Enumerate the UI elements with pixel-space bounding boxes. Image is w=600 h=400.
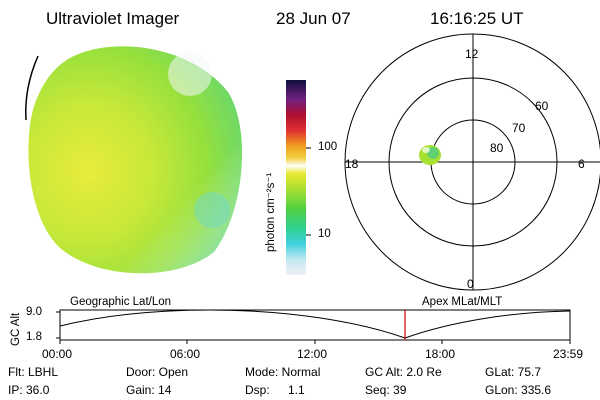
- ip-info: IP: 36.0: [8, 383, 50, 397]
- mlt-label-6: 6: [578, 157, 585, 171]
- mlt-label-0: 0: [467, 277, 474, 291]
- gc-altitude-info: GC Alt: 2.0 Re: [365, 365, 442, 379]
- dsp-value: 1.1: [288, 383, 305, 397]
- door-info: Door: Open: [126, 365, 189, 379]
- lat-label-60: 60: [535, 99, 549, 113]
- limb-arc: [25, 55, 39, 121]
- timeline-ytick-1-8: 1.8: [26, 331, 42, 343]
- colorbar-tick-100: 100: [318, 141, 338, 153]
- app-title: Ultraviolet Imager: [46, 9, 180, 28]
- filter-info: Flt: LBHL: [8, 365, 59, 379]
- polar-plot: [344, 33, 600, 291]
- gain-info: Gain: 14: [126, 383, 172, 397]
- geo-latitude-info: GLat: 75.7: [485, 365, 542, 379]
- sequence-info: Seq: 39: [365, 383, 407, 397]
- timeline-axis-label: GC Alt: [10, 312, 22, 346]
- colorbar: [286, 80, 311, 275]
- uv-image: [28, 46, 243, 274]
- timeline-ytick-9: 9.0: [26, 306, 42, 318]
- timeline-left-title: Geographic Lat/Lon: [70, 296, 172, 308]
- date-label: 28 Jun 07: [276, 9, 351, 28]
- lat-label-80: 80: [490, 141, 504, 155]
- mlt-label-18: 18: [345, 157, 359, 171]
- colorbar-tick-10: 10: [318, 228, 331, 240]
- mode-info: Mode: Normal: [245, 365, 321, 379]
- aurora-patch: [419, 145, 441, 165]
- mlt-label-12: 12: [465, 47, 479, 61]
- colorbar-unit-label: photon cm⁻²s⁻¹: [265, 172, 277, 252]
- timeline-xtick-1800: 18:00: [425, 347, 456, 361]
- time-label: 16:16:25 UT: [430, 9, 524, 28]
- geo-longitude-info: GLon: 335.6: [485, 383, 552, 397]
- timeline-xtick-0000: 00:00: [42, 347, 73, 361]
- lat-label-70: 70: [512, 121, 526, 135]
- dsp-label: Dsp:: [245, 383, 270, 397]
- timeline-xtick-2359: 23:59: [553, 347, 584, 361]
- timeline-right-title: Apex MLat/MLT: [422, 296, 503, 308]
- timeline-xtick-1200: 12:00: [297, 347, 328, 361]
- timeline-xtick-0600: 06:00: [170, 347, 201, 361]
- altitude-timeline: [56, 309, 571, 344]
